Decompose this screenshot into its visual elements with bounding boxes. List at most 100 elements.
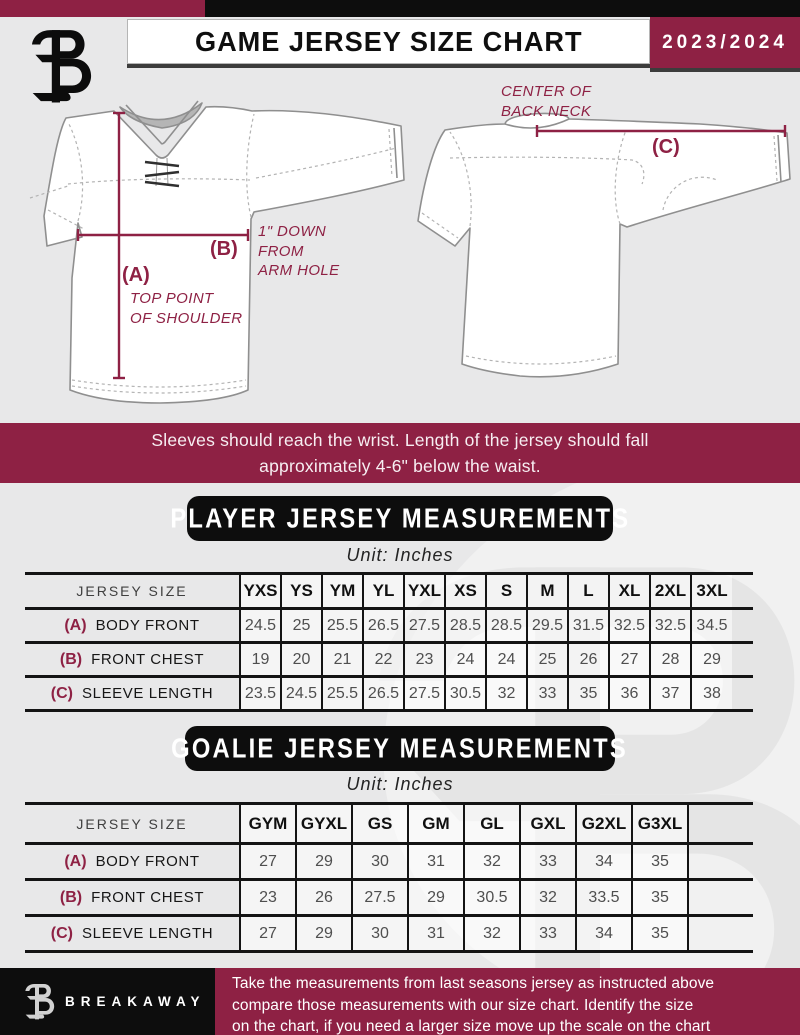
table-overhang [732, 641, 753, 678]
back-jersey-outline [417, 112, 791, 378]
size-column-header: YL [362, 572, 405, 610]
size-column-header: GXL [519, 802, 577, 845]
footer: BREAKAWAY Take the measurements from las… [0, 968, 800, 1035]
size-header-row: JERSEY SIZE GYM GYXL GS GM GL GXL G2XL G3XL [25, 802, 753, 845]
footer-brand-name: BREAKAWAY [65, 994, 206, 1009]
measurement-value: 32.5 [649, 607, 692, 644]
front-jersey-diagram [29, 100, 405, 404]
footer-line-3: on the chart, if you need a larger size … [232, 1018, 711, 1035]
table-overhang [687, 802, 753, 845]
measurement-value: 25 [526, 641, 569, 678]
measurement-row: (B) FRONT CHEST 23 26 27.5 29 30.5 32 33.5 35 [25, 878, 753, 917]
measurement-name: SLEEVE LENGTH [82, 684, 214, 702]
measurement-value: 29 [407, 878, 465, 917]
measurement-row: (C) SLEEVE LENGTH 23.5 24.5 25.5 26.5 27.5 30.5… [25, 675, 753, 712]
front-jersey-outline [43, 105, 405, 404]
measurement-value: 36 [608, 675, 651, 712]
size-column-header: S [485, 572, 528, 610]
measurement-key: (C) [50, 684, 74, 702]
footer-brand-block: BREAKAWAY [0, 968, 215, 1035]
measurement-value: 28.5 [444, 607, 487, 644]
page-title: GAME JERSEY SIZE CHART [194, 25, 583, 57]
season-label: 2023/2024 [662, 31, 788, 53]
table-overhang [732, 607, 753, 644]
footer-instructions: Take the measurements from last seasons … [232, 973, 792, 1035]
measurement-value: 24 [485, 641, 528, 678]
size-column-header: G3XL [631, 802, 689, 845]
jersey-size-header: JERSEY SIZE [25, 572, 241, 610]
size-column-header: YXS [239, 572, 282, 610]
measurement-row: (A) BODY FRONT 27 29 30 31 32 33 34 35 [25, 842, 753, 881]
measurement-name: FRONT CHEST [91, 650, 205, 668]
footer-line-2: compare those measurements with our size… [232, 996, 694, 1014]
player-section-title: PLAYER JERSEY MEASUREMENTS [170, 502, 630, 534]
measurement-value: 27 [239, 914, 297, 953]
measurement-value: 31 [407, 914, 465, 953]
measurement-value: 35 [631, 878, 689, 917]
goalie-measurements-table: JERSEY SIZE GYM GYXL GS GM GL GXL G2XL G3XL (A) BO… [25, 802, 753, 953]
measurement-value: 27.5 [403, 675, 446, 712]
goalie-unit-label: Unit: Inches [346, 774, 454, 794]
measurement-value: 35 [567, 675, 610, 712]
measurement-row: (C) SLEEVE LENGTH 27 29 30 31 32 33 34 35 [25, 914, 753, 953]
measurement-row-label: (A) BODY FRONT [25, 842, 241, 881]
measurement-value: 30.5 [444, 675, 487, 712]
measurement-value: 23.5 [239, 675, 282, 712]
label-c-note: CENTER OF BACK NECK [501, 83, 592, 120]
measurement-value: 32 [463, 914, 521, 953]
footer-line-1: Take the measurements from last seasons … [232, 975, 715, 992]
size-column-header: YS [280, 572, 323, 610]
measurement-row-label: (C) SLEEVE LENGTH [25, 914, 241, 953]
table-overhang [732, 572, 753, 610]
size-column-header: GYM [239, 802, 297, 845]
measurement-value: 20 [280, 641, 323, 678]
measurement-value: 23 [403, 641, 446, 678]
measurement-value: 27 [239, 842, 297, 881]
size-column-header: YXL [403, 572, 446, 610]
goalie-section-title-pill: GOALIE JERSEY MEASUREMENTS [172, 726, 626, 771]
banner-line-2: approximately 4-6" below the waist. [259, 456, 541, 476]
label-b: (B) [210, 238, 238, 260]
page-title-box: GAME JERSEY SIZE CHART [127, 19, 650, 64]
measurement-name: FRONT CHEST [91, 888, 205, 906]
season-badge: 2023/2024 [650, 17, 800, 68]
measurement-value: 30.5 [463, 878, 521, 917]
breakaway-b-footer-icon [22, 982, 56, 1022]
size-column-header: XS [444, 572, 487, 610]
size-column-header: GYXL [295, 802, 353, 845]
player-measurements-table: JERSEY SIZE YXS YS YM YL YXL XS S M L XL 2XL 3XL (A) B… [25, 572, 753, 712]
player-section-title-pill: PLAYER JERSEY MEASUREMENTS [170, 496, 628, 541]
measurement-value: 29.5 [526, 607, 569, 644]
measurement-value: 30 [351, 842, 409, 881]
measurement-value: 38 [690, 675, 732, 712]
measurement-value: 34.5 [690, 607, 732, 644]
size-column-header: GS [351, 802, 409, 845]
measurement-row-label: (B) FRONT CHEST [25, 878, 241, 917]
measurement-value: 21 [321, 641, 364, 678]
measurement-value: 24.5 [239, 607, 282, 644]
label-a: (A) [122, 264, 150, 286]
measurement-value: 28.5 [485, 607, 528, 644]
measurement-value: 37 [649, 675, 692, 712]
measurement-value: 24.5 [280, 675, 323, 712]
measurement-value: 27.5 [351, 878, 409, 917]
top-maroon-strip [0, 0, 205, 17]
goalie-section-title: GOALIE JERSEY MEASUREMENTS [171, 732, 629, 764]
label-c: (C) [652, 136, 680, 158]
back-stitch-seams [421, 129, 778, 365]
measurement-value: 32 [485, 675, 528, 712]
measurement-value: 29 [295, 914, 353, 953]
measurement-value: 32 [519, 878, 577, 917]
measurement-value: 24 [444, 641, 487, 678]
front-stitch-seams [29, 113, 397, 394]
measurement-value: 26.5 [362, 675, 405, 712]
measurement-value: 26 [295, 878, 353, 917]
table-overhang [687, 914, 753, 953]
table-overhang [687, 842, 753, 881]
size-column-header: 3XL [690, 572, 732, 610]
size-column-header: GM [407, 802, 465, 845]
table-overhang [687, 878, 753, 917]
measurement-value: 32.5 [608, 607, 651, 644]
front-lace-icon [144, 157, 180, 188]
measurement-value: 30 [351, 914, 409, 953]
